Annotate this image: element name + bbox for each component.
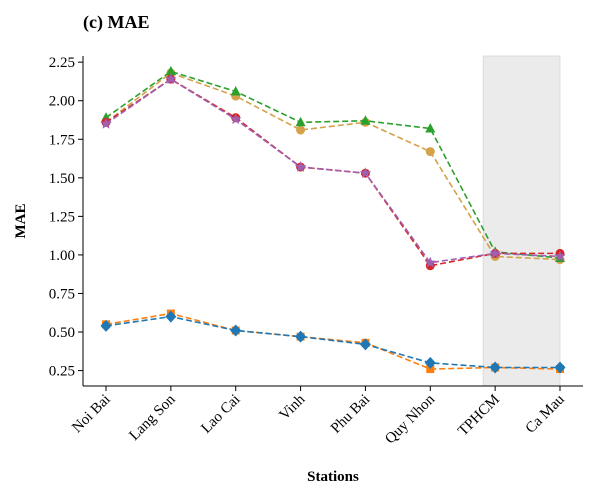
point-marker bbox=[554, 361, 566, 374]
x-tick-label: Phu Bai bbox=[328, 392, 373, 437]
y-tick-label: 0.75 bbox=[49, 286, 75, 302]
x-tick-label: Noi Bai bbox=[69, 392, 114, 437]
series-line bbox=[105, 70, 561, 259]
x-tick-label: Ca Mau bbox=[523, 391, 569, 437]
y-tick-label: 0.25 bbox=[49, 364, 75, 380]
x-tick-label: Lao Cai bbox=[198, 392, 243, 437]
highlight-layer bbox=[482, 55, 561, 387]
point-marker bbox=[165, 65, 176, 76]
y-tick-label: 1.50 bbox=[49, 171, 75, 187]
point-marker bbox=[425, 122, 436, 133]
point-marker bbox=[165, 310, 177, 323]
chart-title: (c) MAE bbox=[83, 12, 149, 33]
point-marker bbox=[489, 247, 501, 259]
point-marker bbox=[165, 73, 177, 84]
y-ticks: 0.25 0.50 0.75 1.00 1.25 1.50 1.75 2.00 2.25 bbox=[49, 55, 83, 380]
point-marker bbox=[554, 250, 566, 262]
point-marker bbox=[360, 115, 371, 125]
point-marker bbox=[100, 117, 112, 129]
y-tick-label: 1.75 bbox=[49, 132, 75, 148]
y-axis-label: MAE bbox=[13, 204, 29, 239]
point-marker bbox=[424, 356, 436, 369]
point-marker bbox=[424, 256, 436, 268]
series-line bbox=[105, 72, 561, 261]
y-tick-label: 1.25 bbox=[49, 209, 75, 225]
series-6 bbox=[100, 310, 566, 374]
point-marker bbox=[294, 161, 307, 172]
point-marker bbox=[230, 85, 241, 96]
point-marker bbox=[359, 338, 371, 351]
series-layer bbox=[100, 65, 566, 374]
point-marker bbox=[426, 365, 435, 374]
point-marker bbox=[359, 167, 372, 179]
series-line bbox=[105, 315, 560, 369]
point-marker bbox=[295, 330, 307, 343]
x-tick-label: TPHCM bbox=[455, 392, 503, 440]
point-marker bbox=[295, 116, 306, 127]
point-marker bbox=[230, 324, 242, 337]
y-tick-label: 2.25 bbox=[49, 55, 75, 71]
highlight-region bbox=[482, 55, 561, 387]
y-tick-label: 0.50 bbox=[49, 325, 75, 341]
series-line bbox=[105, 78, 561, 264]
x-ticks: Noi Bai Lang Son Lao Cai Vinh Phu Bai Quy Nho… bbox=[69, 386, 568, 447]
x-tick-label: Vinh bbox=[277, 391, 309, 423]
point-marker bbox=[230, 113, 242, 125]
point-marker bbox=[100, 319, 112, 332]
y-tick-label: 2.00 bbox=[49, 94, 75, 110]
y-tick-label: 1.00 bbox=[49, 248, 75, 264]
point-marker bbox=[296, 125, 306, 135]
x-axis-label: Stations bbox=[307, 469, 359, 485]
point-marker bbox=[489, 361, 501, 374]
point-marker bbox=[425, 147, 435, 157]
series-4 bbox=[100, 73, 566, 268]
x-tick-label: Lang Son bbox=[126, 391, 179, 444]
x-tick-label: Quy Nhon bbox=[382, 391, 438, 447]
